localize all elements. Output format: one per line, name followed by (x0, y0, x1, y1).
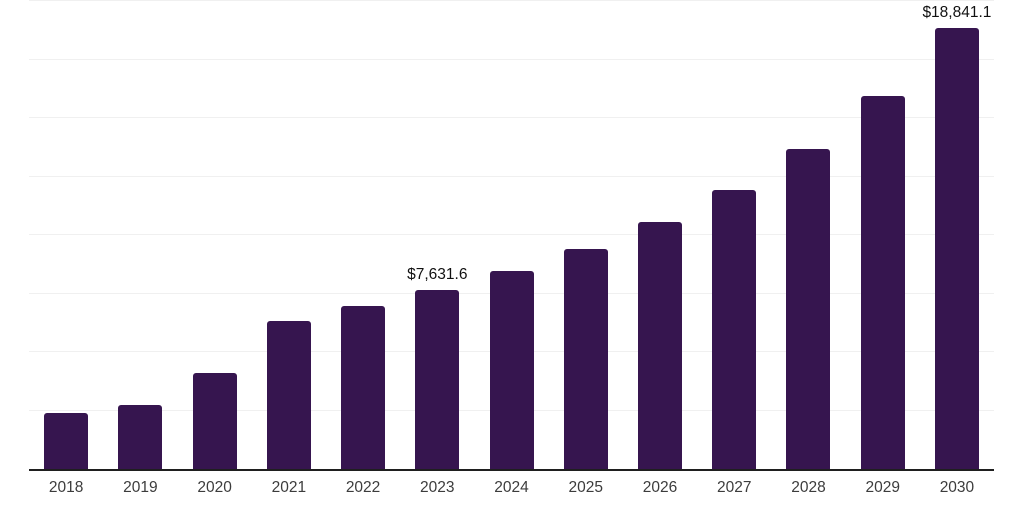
x-tick-2029: 2029 (865, 479, 900, 496)
bar-value-label-2023: $7,631.6 (407, 266, 468, 284)
x-tick-2030: 2030 (939, 479, 975, 496)
x-tick-2020: 2020 (197, 479, 232, 496)
x-tick-2018: 2018 (48, 479, 84, 496)
bar-2028 (786, 148, 831, 469)
bar-slot-2023: $7,631.6 (400, 0, 474, 469)
x-tick-2024: 2024 (494, 479, 529, 496)
bar-2023 (415, 290, 460, 469)
bar-slot-2020 (177, 0, 251, 469)
gridline-10000 (29, 234, 994, 235)
x-tick-2019: 2019 (123, 479, 158, 496)
bar-2019 (118, 404, 163, 469)
x-tick-2028: 2028 (791, 479, 826, 496)
gridline-17500 (29, 58, 994, 60)
bar-slot-2022 (326, 0, 400, 469)
bar-slot-2019 (103, 0, 177, 469)
x-tick-2023: 2023 (420, 479, 455, 496)
bar-2030 (934, 28, 979, 469)
x-tick-2021: 2021 (271, 479, 307, 496)
bar-slot-2029 (846, 0, 920, 469)
bar-2024 (489, 271, 534, 469)
bar-2018 (44, 413, 89, 469)
bar-2029 (860, 96, 905, 469)
bar-slot-2021 (252, 0, 326, 469)
bar-slot-2030: $18,841.1 (920, 0, 994, 469)
bar-2027 (712, 190, 757, 469)
bar-2025 (563, 249, 608, 469)
bars-container: $7,631.6 $18,841.1 (29, 0, 994, 469)
plot-area: $7,631.6 $18,841.1 (29, 0, 994, 471)
bar-slot-2026 (623, 0, 697, 469)
bar-slot-2028 (771, 0, 845, 469)
gridline-20000 (29, 0, 994, 1)
bar-slot-2025 (549, 0, 623, 469)
bar-slot-2024 (474, 0, 548, 469)
bar-2020 (192, 372, 237, 469)
x-tick-2026: 2026 (642, 479, 678, 496)
bar-2026 (637, 221, 682, 469)
bar-slot-2027 (697, 0, 771, 469)
bar-slot-2018 (29, 0, 103, 469)
x-tick-2025: 2025 (568, 479, 603, 496)
bar-2021 (266, 320, 311, 469)
x-axis: 2018 2019 2020 2021 2022 2023 2024 2025 2026 2027… (29, 479, 994, 497)
gridline-12500 (29, 175, 994, 177)
bar-2022 (341, 305, 386, 469)
bar-value-label-2030: $18,841.1 (922, 4, 992, 22)
gridline-15000 (29, 117, 994, 118)
x-tick-2022: 2022 (345, 479, 381, 496)
x-tick-2027: 2027 (716, 479, 752, 496)
